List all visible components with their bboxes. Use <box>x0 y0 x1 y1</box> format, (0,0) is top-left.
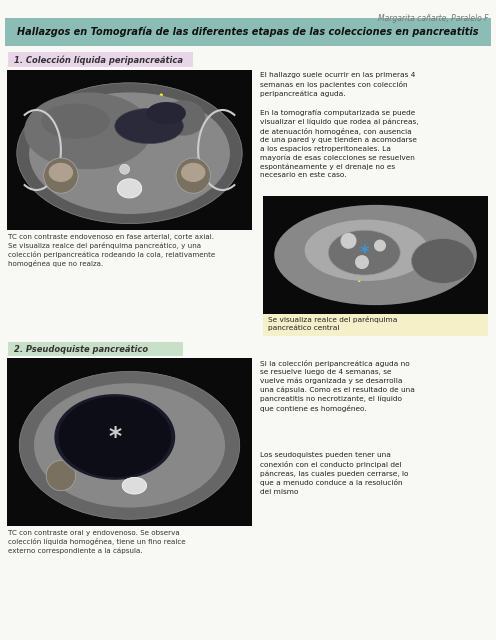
Circle shape <box>374 239 386 252</box>
Text: *: * <box>360 244 369 262</box>
Text: Se visualiza realce del parénquima
pancreático central: Se visualiza realce del parénquima pancr… <box>268 316 397 332</box>
Circle shape <box>340 233 357 249</box>
Ellipse shape <box>274 205 477 305</box>
Ellipse shape <box>161 100 205 136</box>
Text: 1. Colección líquida peripancreática: 1. Colección líquida peripancreática <box>14 55 183 65</box>
Ellipse shape <box>176 158 210 193</box>
Ellipse shape <box>122 477 147 494</box>
Bar <box>263 314 488 336</box>
Circle shape <box>120 164 129 174</box>
Ellipse shape <box>147 102 186 124</box>
Circle shape <box>355 255 369 269</box>
Ellipse shape <box>181 163 205 182</box>
Ellipse shape <box>49 163 73 182</box>
Ellipse shape <box>17 83 242 223</box>
Text: El hallazgo suele ocurrir en las primeras 4
semanas en los pacientes con colecci: El hallazgo suele ocurrir en las primera… <box>260 72 415 97</box>
Text: *: * <box>108 425 122 449</box>
Text: Los seudoquistes pueden tener una
conexión con el conducto principal del
páncrea: Los seudoquistes pueden tener una conexi… <box>260 452 409 495</box>
Text: Si la colección peripancreática aguda no
se resuelve luego de 4 semanas, se
vuel: Si la colección peripancreática aguda no… <box>260 360 415 412</box>
Ellipse shape <box>117 179 142 198</box>
Ellipse shape <box>44 158 78 193</box>
Ellipse shape <box>19 371 240 519</box>
Ellipse shape <box>41 104 110 139</box>
Ellipse shape <box>305 220 429 281</box>
Ellipse shape <box>328 230 400 275</box>
Ellipse shape <box>24 92 152 169</box>
Bar <box>7 70 252 230</box>
Ellipse shape <box>59 397 171 477</box>
Text: Margarita cañarte, Paralelo F: Margarita cañarte, Paralelo F <box>377 14 488 23</box>
Text: TC con contraste endovenoso en fase arterial, corte axial.
Se visualiza realce d: TC con contraste endovenoso en fase arte… <box>8 234 215 268</box>
Text: TC con contraste oral y endovenoso. Se observa
colección líquida homogénea, tien: TC con contraste oral y endovenoso. Se o… <box>8 530 186 554</box>
Bar <box>263 196 488 314</box>
Bar <box>8 52 193 67</box>
Ellipse shape <box>29 92 230 214</box>
Bar <box>7 358 252 526</box>
Text: 2. Pseudoquiste pancreático: 2. Pseudoquiste pancreático <box>14 344 148 353</box>
Ellipse shape <box>412 239 475 284</box>
Text: Hallazgos en Tomografía de las diferentes etapas de las colecciones en pancreati: Hallazgos en Tomografía de las diferente… <box>17 27 479 37</box>
Ellipse shape <box>46 461 75 491</box>
Ellipse shape <box>34 383 225 508</box>
Ellipse shape <box>54 393 176 481</box>
Ellipse shape <box>115 108 184 143</box>
Text: En la tomografía computarizada se puede
visualizar el líquido que rodea al páncr: En la tomografía computarizada se puede … <box>260 110 419 178</box>
Bar <box>5 18 491 46</box>
Bar <box>8 342 183 356</box>
